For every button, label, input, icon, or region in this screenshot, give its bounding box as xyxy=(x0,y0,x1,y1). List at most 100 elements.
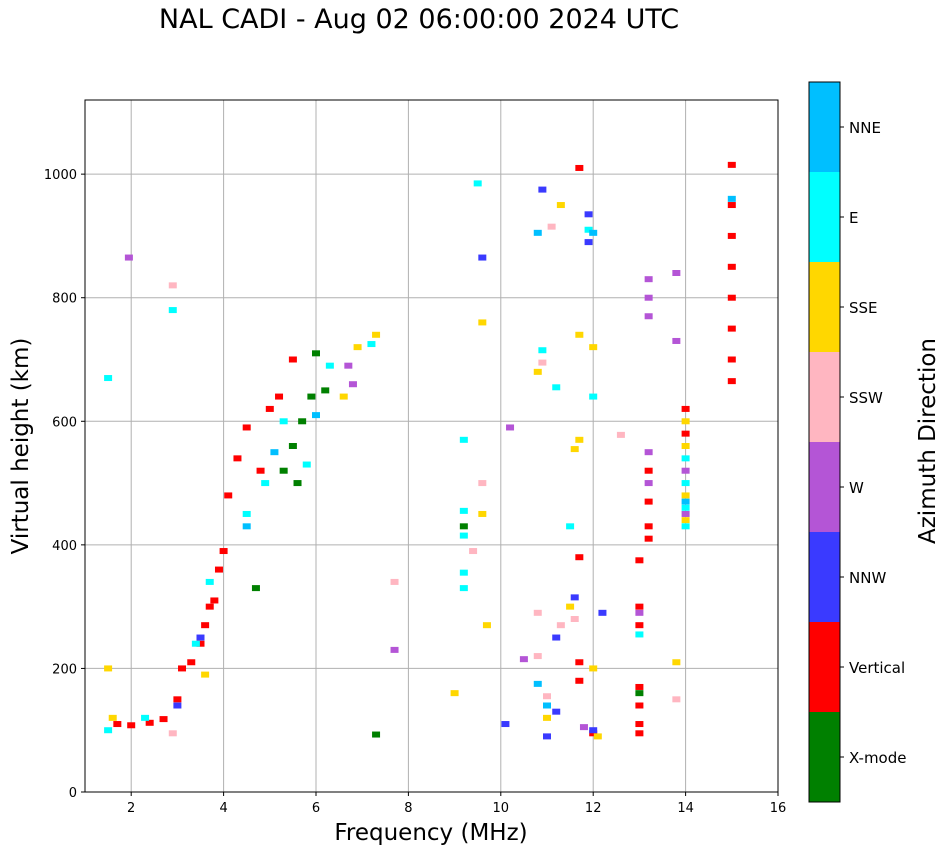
data-point xyxy=(681,510,690,517)
data-point xyxy=(482,622,491,629)
data-point xyxy=(196,640,205,647)
data-point xyxy=(450,690,459,697)
data-point xyxy=(672,659,681,666)
colorbar-segment xyxy=(809,712,840,802)
data-point xyxy=(584,239,593,246)
x-axis-ticks: 2 4 6 8 10 12 14 16 xyxy=(127,792,786,816)
data-point xyxy=(635,631,644,638)
data-point xyxy=(533,653,542,660)
colorbar-tick-label: E xyxy=(849,209,858,227)
data-point xyxy=(478,254,487,261)
y-tick-label: 400 xyxy=(52,539,77,554)
colorbar-segment xyxy=(809,82,840,172)
data-point xyxy=(173,702,182,709)
data-point xyxy=(187,659,196,666)
y-tick-label: 600 xyxy=(52,415,77,430)
data-point xyxy=(575,554,584,561)
data-point xyxy=(552,708,561,715)
x-tick-label: 16 xyxy=(770,801,787,816)
x-tick-label: 4 xyxy=(219,801,227,816)
colorbar-segment xyxy=(809,532,840,622)
y-tick-label: 1000 xyxy=(44,168,77,183)
data-point xyxy=(566,603,575,610)
data-point xyxy=(727,294,736,301)
data-point xyxy=(108,714,117,721)
data-point xyxy=(339,393,348,400)
data-point xyxy=(538,186,547,193)
data-point xyxy=(353,344,362,351)
data-point xyxy=(104,727,113,734)
data-point xyxy=(459,523,468,530)
data-point xyxy=(681,467,690,474)
data-point xyxy=(635,690,644,697)
y-axis-ticks: 0 200 400 600 800 1000 xyxy=(44,168,85,801)
data-point xyxy=(727,161,736,168)
data-point xyxy=(242,424,251,431)
data-point xyxy=(390,578,399,585)
series-nnw xyxy=(173,186,607,740)
data-point xyxy=(145,719,154,726)
data-point xyxy=(279,467,288,474)
data-point xyxy=(478,480,487,487)
data-point xyxy=(478,510,487,517)
data-point xyxy=(293,480,302,487)
data-point xyxy=(570,594,579,601)
data-point xyxy=(288,356,297,363)
plot-frame xyxy=(84,99,779,793)
data-point xyxy=(681,480,690,487)
data-point xyxy=(469,548,478,555)
data-point xyxy=(556,202,565,209)
data-point xyxy=(501,721,510,728)
data-point xyxy=(312,412,320,419)
data-point xyxy=(538,359,547,366)
data-point xyxy=(543,714,551,721)
data-point xyxy=(196,634,205,641)
data-point xyxy=(681,517,690,524)
data-point xyxy=(538,347,547,354)
data-point xyxy=(681,443,690,449)
x-tick-label: 14 xyxy=(677,801,694,816)
data-point xyxy=(644,276,653,283)
data-point xyxy=(570,446,579,453)
data-point xyxy=(270,449,279,456)
data-point xyxy=(598,609,607,616)
data-point xyxy=(367,341,376,348)
data-point xyxy=(168,282,177,289)
data-point xyxy=(589,229,598,236)
x-tick-label: 12 xyxy=(585,801,602,816)
data-point xyxy=(279,418,288,425)
colorbar-frame xyxy=(808,81,841,803)
y-tick-label: 200 xyxy=(52,662,77,677)
data-point xyxy=(589,730,598,737)
data-point xyxy=(372,331,381,338)
data-point xyxy=(459,532,468,539)
data-point xyxy=(519,656,528,663)
data-point xyxy=(459,507,468,514)
series-sse xyxy=(104,202,690,740)
data-point xyxy=(168,307,177,314)
data-point xyxy=(644,523,653,530)
colorbar-tick-label: SSE xyxy=(849,299,878,317)
data-point xyxy=(552,634,561,641)
data-point xyxy=(201,671,210,678)
chart-title: NAL CADI - Aug 02 06:00:00 2024 UTC xyxy=(158,4,680,35)
data-point xyxy=(113,721,122,728)
data-point xyxy=(201,622,210,629)
data-point xyxy=(242,510,251,517)
data-point xyxy=(344,362,353,369)
x-axis-label: Frequency (MHz) xyxy=(334,820,527,846)
data-point xyxy=(205,578,214,585)
data-point xyxy=(593,733,602,740)
data-point xyxy=(288,443,297,449)
colorbar-tick-label: SSW xyxy=(849,389,883,407)
data-point xyxy=(124,254,133,261)
data-point xyxy=(644,498,653,505)
data-point xyxy=(242,523,251,530)
data-point xyxy=(390,646,399,653)
colorbar-segment xyxy=(809,622,840,712)
data-point xyxy=(575,164,584,171)
data-point xyxy=(579,724,588,731)
y-tick-label: 800 xyxy=(52,292,77,307)
data-point xyxy=(127,722,136,729)
